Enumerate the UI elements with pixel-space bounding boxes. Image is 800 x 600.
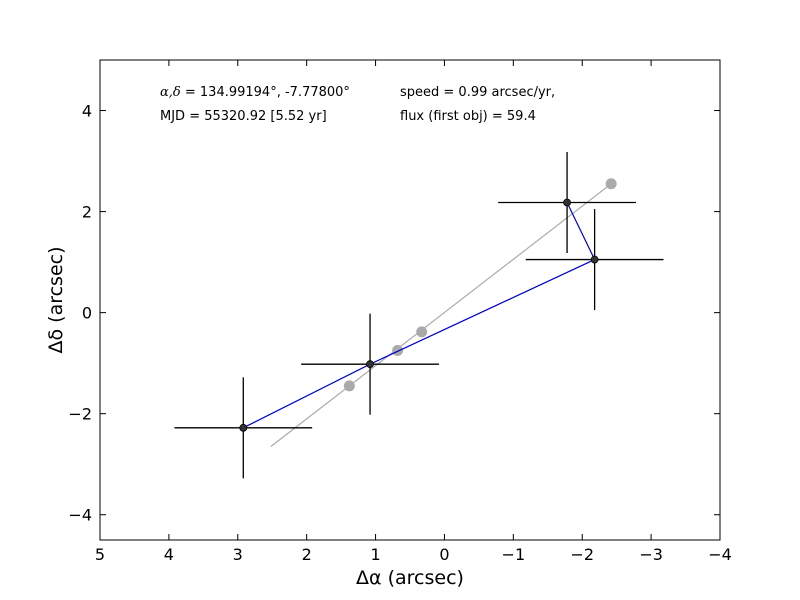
model-series	[270, 178, 617, 448]
observed-point	[366, 360, 374, 369]
y-tick-label: 0	[82, 304, 92, 323]
coords-value: = 134.99194°, -7.77800°	[181, 85, 350, 100]
model-point	[605, 178, 617, 190]
x-tick-label: 3	[233, 545, 243, 564]
x-tick-label: 2	[302, 545, 312, 564]
coords-annotation: α,δ = 134.99194°, -7.77800°	[160, 85, 350, 100]
model-point	[392, 345, 404, 357]
y-tick-label: 4	[82, 102, 92, 121]
plot-frame	[99, 59, 721, 541]
x-axis-label: Δα (arcsec)	[356, 567, 464, 589]
coords-symbol: α,δ	[160, 85, 181, 100]
x-tick-label: −2	[570, 545, 594, 564]
x-tick-label: 4	[164, 545, 174, 564]
observed-point	[563, 198, 571, 207]
x-tick-label: −4	[708, 545, 732, 564]
axis-ticks: 5 4 3 2 1 0 −1 −2 −3 −4 4 2 0 −2 −4	[68, 60, 732, 564]
observed-path-line	[243, 202, 596, 429]
mjd-annotation: MJD = 55320.92 [5.52 yr]	[160, 109, 327, 124]
speed-annotation: speed = 0.99 arcsec/yr,	[400, 85, 555, 100]
x-tick-label: 5	[95, 545, 105, 564]
x-tick-label: 1	[370, 545, 380, 564]
observed-series	[174, 151, 664, 479]
x-tick-label: 0	[439, 545, 449, 564]
y-tick-label: −4	[68, 506, 92, 525]
y-axis-label: Δδ (arcsec)	[45, 246, 67, 353]
y-tick-label: −2	[68, 405, 92, 424]
model-point	[343, 380, 355, 392]
observed-point	[239, 423, 248, 432]
observed-point	[590, 255, 599, 264]
model-track-line	[270, 183, 612, 448]
model-point	[416, 326, 428, 338]
y-tick-label: 2	[82, 203, 92, 222]
flux-annotation: flux (first obj) = 59.4	[400, 109, 536, 124]
x-tick-label: −1	[502, 545, 526, 564]
x-tick-label: −3	[639, 545, 663, 564]
